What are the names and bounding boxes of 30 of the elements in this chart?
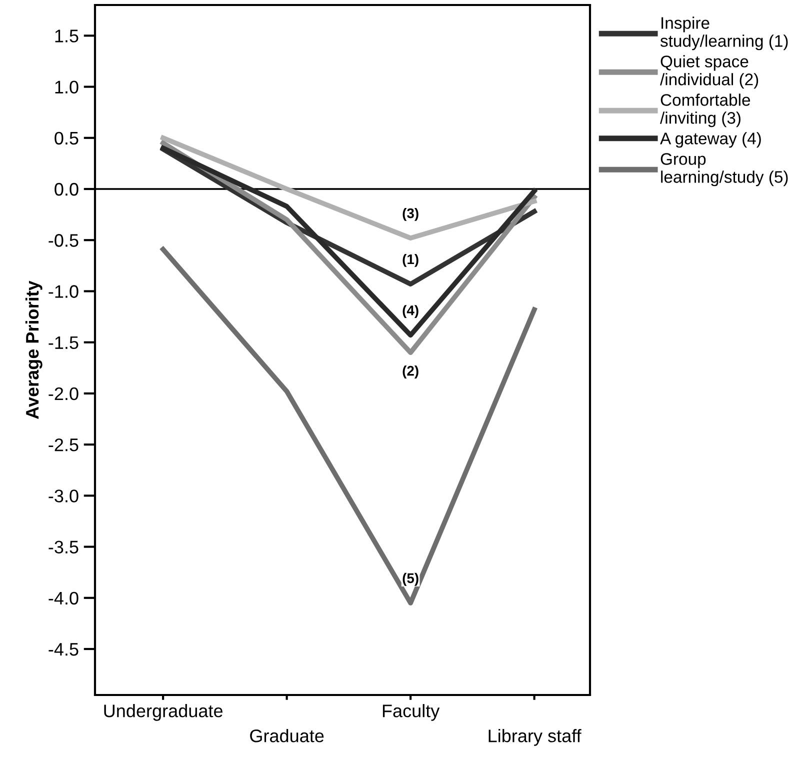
y-tick-label: -4.0 [48,592,78,605]
y-tick-label: -3.0 [48,490,78,502]
y-tick-label: -1.0 [48,285,78,298]
line-series [160,135,537,240]
annotation: (3) [402,208,418,221]
y-tick-label: -3.5 [48,540,78,554]
annotation: (1) [402,254,418,267]
line-series [160,246,537,606]
legend-label: Inspire study/learning (1) [660,16,788,50]
x-tick-label: Faculty [382,704,440,721]
y-tick-label: -1.5 [48,336,78,350]
annotation: (5) [402,572,418,586]
x-tick-label: Graduate [250,729,324,742]
legend-label: Comfortable /inviting (3) [660,94,750,128]
y-tick-label: 1.0 [55,80,78,94]
y-axis-title: Average Priority [25,280,42,419]
y-tick-label: -2.0 [48,387,78,400]
x-tick-label: Library staff [488,729,582,746]
legend-label: A gateway (4) [660,132,761,148]
y-tick-label: 1.5 [55,30,78,42]
y-tick-label: -4.5 [48,643,78,656]
y-tick-label: -2.5 [48,438,78,452]
annotation: (4) [402,305,418,318]
y-tick-label: -0.5 [48,234,78,247]
legend-label: Quiet space /individual (2) [660,55,758,89]
x-tick-label: Undergraduate [104,704,222,721]
y-tick-label: 0.5 [54,132,78,145]
legend-label: Group learning/study (5) [660,153,788,186]
y-tick-label: 0.0 [54,182,78,196]
annotation: (2) [402,366,418,378]
